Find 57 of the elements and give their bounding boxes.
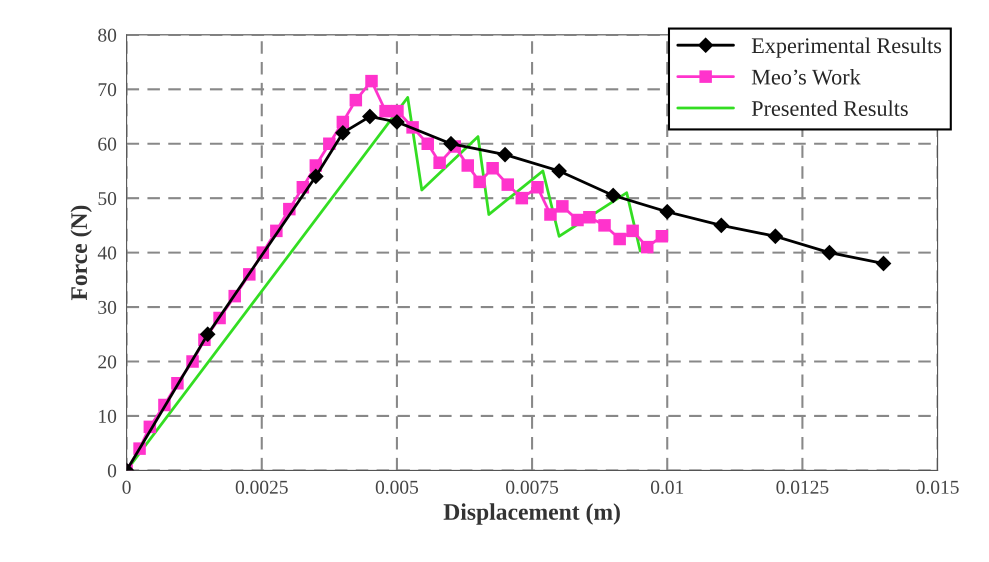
x-tick-label: 0.015 bbox=[916, 480, 959, 494]
point bbox=[421, 137, 434, 150]
point bbox=[461, 159, 474, 172]
y-tick-label: 70 bbox=[98, 83, 116, 96]
y-tick-label: 10 bbox=[99, 410, 116, 423]
y-tick-label: 0 bbox=[108, 464, 116, 478]
point bbox=[350, 94, 362, 106]
x-tick-label: 0.0075 bbox=[506, 480, 558, 494]
point bbox=[335, 125, 350, 140]
point bbox=[531, 181, 544, 194]
legend-label: Meo’s Work bbox=[752, 68, 861, 85]
point bbox=[391, 104, 404, 118]
point bbox=[876, 256, 892, 272]
point bbox=[714, 218, 729, 233]
point bbox=[640, 240, 654, 254]
x-tick-label: 0.0125 bbox=[776, 480, 828, 494]
y-tick-label: 30 bbox=[98, 300, 116, 314]
point bbox=[200, 326, 216, 342]
point bbox=[768, 228, 783, 244]
point bbox=[362, 108, 378, 124]
x-tick-label: 0 bbox=[122, 480, 131, 494]
x-axis-title: Displacement (m) bbox=[444, 503, 620, 525]
point bbox=[443, 136, 459, 152]
x-tick-label: 0.01 bbox=[650, 480, 684, 494]
x-tick-label: 0.0025 bbox=[236, 480, 288, 494]
legend-label: Experimental Results bbox=[752, 38, 942, 58]
point bbox=[606, 188, 621, 204]
y-tick-label: 80 bbox=[98, 28, 116, 42]
point bbox=[473, 176, 486, 188]
point bbox=[598, 219, 611, 232]
point bbox=[656, 230, 668, 243]
y-tick-label: 50 bbox=[98, 192, 116, 206]
y-tick-label: 20 bbox=[98, 355, 116, 368]
point bbox=[544, 208, 557, 221]
point bbox=[365, 74, 378, 88]
y-tick-label: 40 bbox=[98, 246, 116, 260]
point bbox=[379, 104, 392, 118]
legend-label: Presented Results bbox=[752, 100, 908, 116]
point bbox=[308, 168, 324, 184]
point bbox=[660, 204, 675, 220]
y-axis-title: Force (N) bbox=[70, 206, 92, 300]
point bbox=[516, 192, 528, 204]
point bbox=[389, 114, 404, 130]
point bbox=[502, 178, 514, 191]
point bbox=[613, 232, 626, 246]
point bbox=[336, 116, 350, 128]
point bbox=[583, 210, 596, 224]
point bbox=[552, 163, 567, 179]
point bbox=[433, 156, 446, 170]
x-tick-label: 0.005 bbox=[376, 480, 418, 494]
point bbox=[497, 147, 513, 162]
point bbox=[626, 224, 639, 238]
point bbox=[556, 200, 569, 213]
point bbox=[822, 245, 838, 260]
point bbox=[571, 214, 584, 226]
point bbox=[486, 162, 499, 174]
y-tick-label: 60 bbox=[98, 138, 116, 151]
